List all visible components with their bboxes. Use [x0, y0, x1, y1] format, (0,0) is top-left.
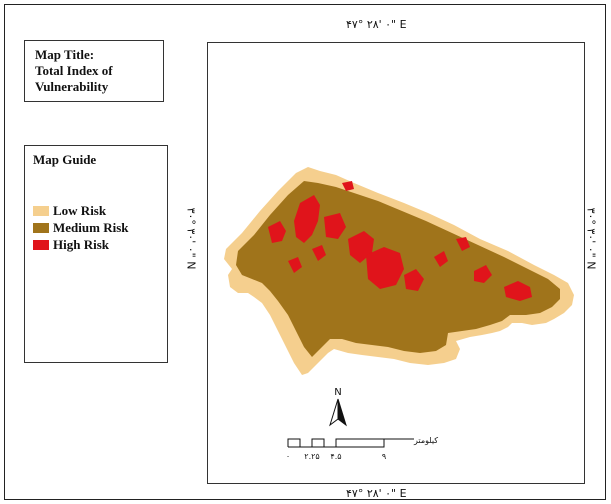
legend-label-low-risk: Low Risk [53, 202, 107, 218]
scale-unit-label: کیلومتر [413, 436, 438, 445]
legend-item-low-risk: Low Risk [33, 202, 159, 219]
scale-tick-4-5: ۴.۵ [330, 452, 341, 461]
vulnerability-map: N ۰ ۲.۲۵ ۴.۵ ۹ کیلومتر [224, 167, 574, 461]
legend-label-medium-risk: Medium Risk [53, 219, 129, 235]
north-arrow: N [329, 387, 347, 427]
map-title-box: Map Title: Total Index of Vulnerability [24, 40, 164, 102]
north-arrow-label: N [334, 387, 341, 398]
legend-swatch-low-risk [33, 205, 49, 216]
legend-label-high-risk: High Risk [53, 236, 109, 252]
map-title-line-2: Total Index of [35, 63, 113, 78]
legend-item-high-risk: High Risk [33, 236, 159, 253]
scale-tick-9: ۹ [382, 452, 386, 461]
coordinate-label-right: ۳۰° ۳۰' ۰" N [584, 207, 598, 270]
map-title-line-1: Map Title: [35, 47, 95, 62]
map-layout-frame [4, 4, 606, 500]
coordinate-label-left: ۳۰° ۳۰' ۰" N [184, 207, 198, 270]
scale-bar: ۰ ۲.۲۵ ۴.۵ ۹ کیلومتر [286, 436, 438, 461]
map-title-line-3: Vulnerability [35, 79, 109, 94]
map-legend: Map Guide Low Risk Medium Risk High Risk [24, 145, 168, 363]
scale-tick-0: ۰ [286, 452, 290, 461]
region-high-risk [268, 181, 532, 301]
legend-item-medium-risk: Medium Risk [33, 219, 159, 236]
coordinate-label-bottom: ۴۷° ۲۸' ۰" E [346, 487, 407, 500]
legend-swatch-medium-risk [33, 222, 49, 233]
coordinate-label-top: ۴۷° ۲۸' ۰" E [346, 18, 407, 31]
scale-tick-2-25: ۲.۲۵ [304, 452, 319, 461]
legend-heading: Map Guide [33, 152, 97, 167]
legend-swatch-high-risk [33, 239, 49, 250]
